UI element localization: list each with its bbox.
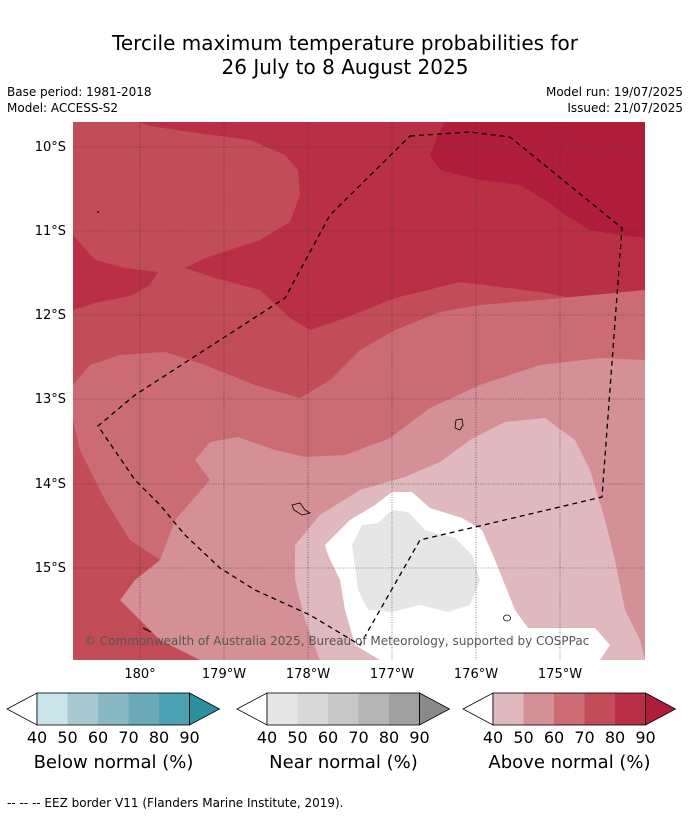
model-info: Base period: 1981-2018 Model: ACCESS-S2 xyxy=(7,84,152,116)
lat-label: 10°S xyxy=(35,140,66,155)
colorbar-swatch xyxy=(615,693,646,725)
colorbar-swatch xyxy=(128,693,159,725)
colorbar-swatch xyxy=(297,693,328,725)
lat-label: 11°S xyxy=(35,224,66,239)
island-east xyxy=(454,418,464,431)
lon-label: 178°W xyxy=(286,667,330,682)
issued-date: Issued: 21/07/2025 xyxy=(567,101,683,115)
colorbars: 40 50 60 70 80 90 40 50 60 70 80 90 40 50 60 70 80 90 xyxy=(6,692,677,747)
colorbar-label-near: Near normal (%) xyxy=(269,752,418,773)
colorbar-frame xyxy=(36,692,190,726)
colorbar-tick-label: 50 xyxy=(287,728,307,747)
contour-90-ne xyxy=(430,122,645,238)
colorbar-tick-label: 70 xyxy=(118,728,138,747)
lat-label: 12°S xyxy=(35,308,66,323)
colorbar-tick-label: 50 xyxy=(513,728,533,747)
lon-label: 177°W xyxy=(370,667,414,682)
colorbar-swatch xyxy=(584,693,615,725)
colorbar-tick-label: 70 xyxy=(348,728,368,747)
colorbar-swatch xyxy=(493,693,524,725)
eez-legend-note: -- -- -- EEZ border V11 (Flanders Marine… xyxy=(7,796,344,810)
colorbar-label-below: Below normal (%) xyxy=(33,752,194,773)
probability-contours: © Commonwealth of Australia 2025, Bureau… xyxy=(73,122,645,660)
colorbar-swatch xyxy=(159,693,190,725)
colorbar-tick-label: 40 xyxy=(27,728,47,747)
colorbar-swatch xyxy=(328,693,359,725)
colorbar-over-triangle xyxy=(645,692,677,726)
model-run-date: Model run: 19/07/2025 xyxy=(545,85,683,99)
colorbar-below: 40 50 60 70 80 90 xyxy=(6,692,221,747)
contour-near-40-50 xyxy=(352,510,480,612)
run-info: Model run: 19/07/2025 Issued: 21/07/2025 xyxy=(546,84,683,116)
colorbar-tick-label: 90 xyxy=(635,728,655,747)
colorbar-swatch xyxy=(267,693,298,725)
colorbar-over-triangle xyxy=(189,692,221,726)
colorbar-tick-label: 80 xyxy=(149,728,169,747)
lon-label: 175°W xyxy=(538,667,582,682)
colorbar-swatch xyxy=(554,693,585,725)
base-period: Base period: 1981-2018 xyxy=(7,85,152,99)
colorbar-above: 40 50 60 70 80 90 xyxy=(462,692,677,747)
colorbar-under-triangle xyxy=(462,692,494,726)
eez-border xyxy=(97,131,623,646)
colorbar-tick-label: 60 xyxy=(88,728,108,747)
grid-lines xyxy=(73,122,645,660)
colorbar-swatch xyxy=(523,693,554,725)
colorbar-tick-label: 90 xyxy=(179,728,199,747)
lat-label: 13°S xyxy=(35,392,66,407)
colorbar-swatch xyxy=(389,693,420,725)
contour-80-90-west xyxy=(73,235,158,310)
colorbar-tick-label: 80 xyxy=(379,728,399,747)
colorbar-tick-label: 60 xyxy=(544,728,564,747)
page-title: Tercile maximum temperature probabilitie… xyxy=(0,31,690,79)
colorbar-swatch xyxy=(98,693,129,725)
colorbar-over-triangle xyxy=(419,692,451,726)
colorbar-tick-label: 40 xyxy=(257,728,277,747)
lat-labels: 10°S 11°S 12°S 13°S 14°S 15°S xyxy=(35,140,66,576)
lon-label: 180° xyxy=(124,667,155,682)
colorbar-frame xyxy=(266,692,420,726)
colorbar-under-triangle xyxy=(236,692,268,726)
lat-label: 14°S xyxy=(35,477,66,492)
colorbar-tick-label: 60 xyxy=(318,728,338,747)
copyright-text: © Commonwealth of Australia 2025, Bureau… xyxy=(84,634,589,648)
island-west xyxy=(291,502,312,516)
lon-label: 179°W xyxy=(202,667,246,682)
colorbar-tick-label: 50 xyxy=(57,728,77,747)
colorbar-tick-label: 90 xyxy=(409,728,429,747)
lon-labels: 180° 179°W 178°W 177°W 176°W 175°W xyxy=(124,667,582,682)
colorbar-label-above: Above normal (%) xyxy=(488,752,651,773)
colorbar-swatch xyxy=(67,693,98,725)
colorbar-tick-label: 40 xyxy=(483,728,503,747)
islet-south xyxy=(503,614,511,622)
colorbar-swatch xyxy=(358,693,389,725)
colorbar-tick-label: 70 xyxy=(574,728,594,747)
dot-north-west xyxy=(97,211,99,213)
colorbar-near: 40 50 60 70 80 90 xyxy=(236,692,451,747)
reef-west xyxy=(142,627,152,633)
colorbar-tick-label: 80 xyxy=(605,728,625,747)
title-line-2: 26 July to 8 August 2025 xyxy=(221,55,469,79)
model-name: Model: ACCESS-S2 xyxy=(7,101,119,115)
lon-label: 176°W xyxy=(454,667,498,682)
colorbar-under-triangle xyxy=(6,692,38,726)
lat-label: 15°S xyxy=(35,561,66,576)
colorbar-frame xyxy=(492,692,646,726)
colorbar-swatch xyxy=(37,693,68,725)
title-line-1: Tercile maximum temperature probabilitie… xyxy=(112,31,578,55)
